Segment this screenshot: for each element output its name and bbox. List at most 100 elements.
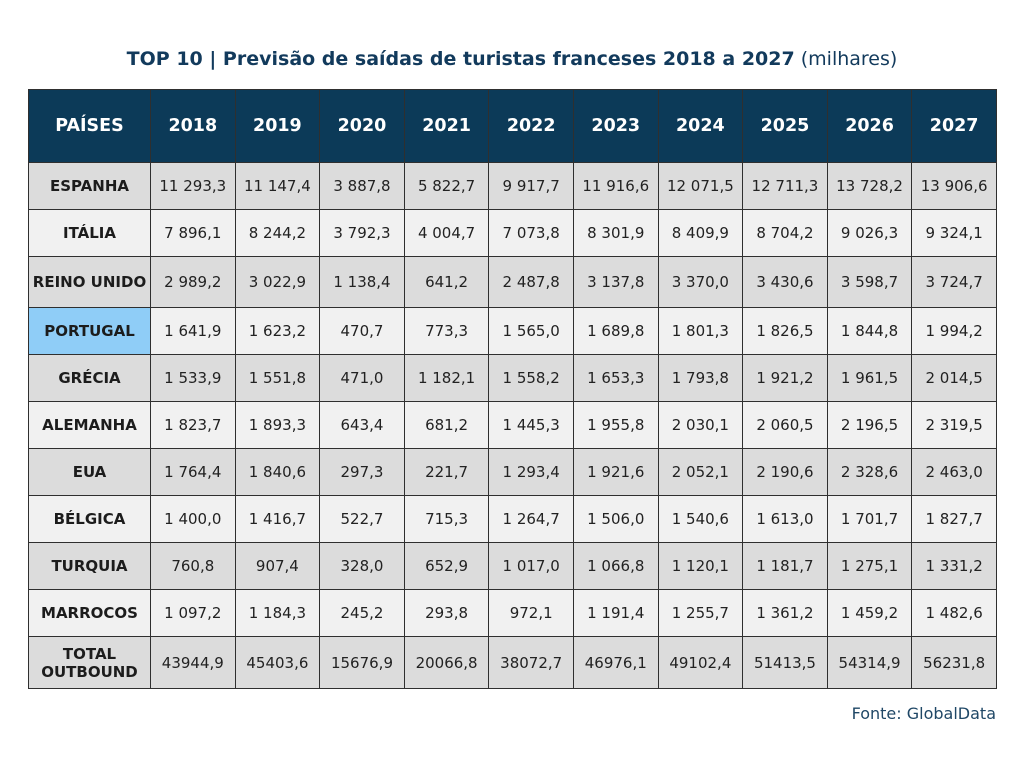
value-cell: 1 017,0	[488, 542, 574, 590]
value-cell: 3 370,0	[657, 256, 744, 308]
value-cell: 54314,9	[826, 636, 913, 689]
value-cell: 972,1	[488, 589, 574, 637]
header-year: 2025	[742, 89, 828, 163]
value-cell: 1 097,2	[150, 589, 236, 637]
value-cell: 471,0	[319, 354, 405, 402]
table-row: TURQUIA 760,8 907,4 328,0 652,9 1 017,0 1 066,…	[28, 542, 997, 590]
value-cell: 1 793,8	[657, 354, 744, 402]
value-cell: 2 052,1	[657, 448, 744, 496]
header-year: 2022	[488, 89, 574, 163]
table-row: ESPANHA 11 293,3 11 147,4 3 887,8 5 822,7 9 9…	[28, 162, 997, 210]
value-cell: 1 653,3	[572, 354, 659, 402]
header-year: 2018	[150, 89, 236, 163]
country-cell: TURQUIA	[28, 542, 151, 590]
value-cell: 1 961,5	[826, 354, 913, 402]
table-row: EUA 1 764,4 1 840,6 297,3 221,7 1 293,4 1 921,…	[28, 448, 997, 496]
table-row: GRÉCIA 1 533,9 1 551,8 471,0 1 182,1 1 558,2 1…	[28, 354, 997, 402]
header-year: 2021	[403, 89, 490, 163]
value-cell: 3 792,3	[319, 209, 405, 257]
value-cell: 2 487,8	[488, 256, 574, 308]
value-cell: 8 301,9	[572, 209, 659, 257]
value-cell: 715,3	[403, 495, 490, 543]
value-cell: 1 641,9	[150, 307, 236, 355]
table-row: MARROCOS 1 097,2 1 184,3 245,2 293,8 972,1 1 1…	[28, 589, 997, 637]
table-row: BÉLGICA 1 400,0 1 416,7 522,7 715,3 1 264,7 1 …	[28, 495, 997, 543]
value-cell: 522,7	[319, 495, 405, 543]
value-cell: 46976,1	[572, 636, 659, 689]
value-cell: 773,3	[403, 307, 490, 355]
value-cell: 1 191,4	[572, 589, 659, 637]
value-cell: 1 255,7	[657, 589, 744, 637]
value-cell: 13 728,2	[826, 162, 913, 210]
country-cell: TOTAL OUTBOUND	[28, 636, 151, 689]
value-cell: 1 893,3	[234, 401, 321, 449]
value-cell: 1 551,8	[234, 354, 321, 402]
value-cell: 2 989,2	[150, 256, 236, 308]
value-cell: 1 994,2	[911, 307, 997, 355]
value-cell: 1 182,1	[403, 354, 490, 402]
value-cell: 12 071,5	[657, 162, 744, 210]
source-note: Fonte: GlobalData	[851, 704, 996, 723]
value-cell: 1 764,4	[150, 448, 236, 496]
value-cell: 1 955,8	[572, 401, 659, 449]
value-cell: 7 073,8	[488, 209, 574, 257]
value-cell: 643,4	[319, 401, 405, 449]
value-cell: 1 689,8	[572, 307, 659, 355]
value-cell: 907,4	[234, 542, 321, 590]
value-cell: 8 704,2	[742, 209, 828, 257]
value-cell: 38072,7	[488, 636, 574, 689]
value-cell: 2 196,5	[826, 401, 913, 449]
value-cell: 15676,9	[319, 636, 405, 689]
value-cell: 3 887,8	[319, 162, 405, 210]
title-main: TOP 10 | Previsão de saídas de turistas …	[126, 48, 795, 70]
value-cell: 11 293,3	[150, 162, 236, 210]
value-cell: 1 701,7	[826, 495, 913, 543]
value-cell: 328,0	[319, 542, 405, 590]
value-cell: 9 917,7	[488, 162, 574, 210]
value-cell: 1 181,7	[742, 542, 828, 590]
title-unit: (milhares)	[800, 48, 898, 70]
value-cell: 1 416,7	[234, 495, 321, 543]
value-cell: 5 822,7	[403, 162, 490, 210]
value-cell: 1 331,2	[911, 542, 997, 590]
value-cell: 1 184,3	[234, 589, 321, 637]
country-cell: GRÉCIA	[28, 354, 151, 402]
value-cell: 1 120,1	[657, 542, 744, 590]
table-row: ITÁLIA 7 896,1 8 244,2 3 792,3 4 004,7 7 073,…	[28, 209, 997, 257]
value-cell: 1 840,6	[234, 448, 321, 496]
value-cell: 1 623,2	[234, 307, 321, 355]
value-cell: 641,2	[403, 256, 490, 308]
value-cell: 1 801,3	[657, 307, 744, 355]
value-cell: 2 014,5	[911, 354, 997, 402]
value-cell: 11 147,4	[234, 162, 321, 210]
value-cell: 1 844,8	[826, 307, 913, 355]
value-cell: 1 293,4	[488, 448, 574, 496]
value-cell: 3 598,7	[826, 256, 913, 308]
table-body: ESPANHA 11 293,3 11 147,4 3 887,8 5 822,7 9 9…	[28, 162, 997, 689]
value-cell: 8 244,2	[234, 209, 321, 257]
value-cell: 3 137,8	[572, 256, 659, 308]
value-cell: 1 540,6	[657, 495, 744, 543]
table-row: PORTUGAL 1 641,9 1 623,2 470,7 773,3 1 565,0 1…	[28, 307, 997, 355]
value-cell: 221,7	[403, 448, 490, 496]
value-cell: 297,3	[319, 448, 405, 496]
value-cell: 56231,8	[911, 636, 997, 689]
value-cell: 652,9	[403, 542, 490, 590]
header-year: 2020	[319, 89, 405, 163]
value-cell: 49102,4	[657, 636, 744, 689]
value-cell: 2 328,6	[826, 448, 913, 496]
value-cell: 1 400,0	[150, 495, 236, 543]
value-cell: 681,2	[403, 401, 490, 449]
value-cell: 9 324,1	[911, 209, 997, 257]
header-countries: PAÍSES	[28, 89, 151, 163]
header-year: 2023	[572, 89, 659, 163]
table-row: TOTAL OUTBOUND 43944,9 45403,6 15676,9 20066…	[28, 636, 997, 689]
value-cell: 1 482,6	[911, 589, 997, 637]
value-cell: 1 827,7	[911, 495, 997, 543]
header-year: 2024	[657, 89, 744, 163]
value-cell: 9 026,3	[826, 209, 913, 257]
table-title: TOP 10 | Previsão de saídas de turistas …	[0, 46, 1024, 72]
value-cell: 12 711,3	[742, 162, 828, 210]
value-cell: 760,8	[150, 542, 236, 590]
value-cell: 2 030,1	[657, 401, 744, 449]
